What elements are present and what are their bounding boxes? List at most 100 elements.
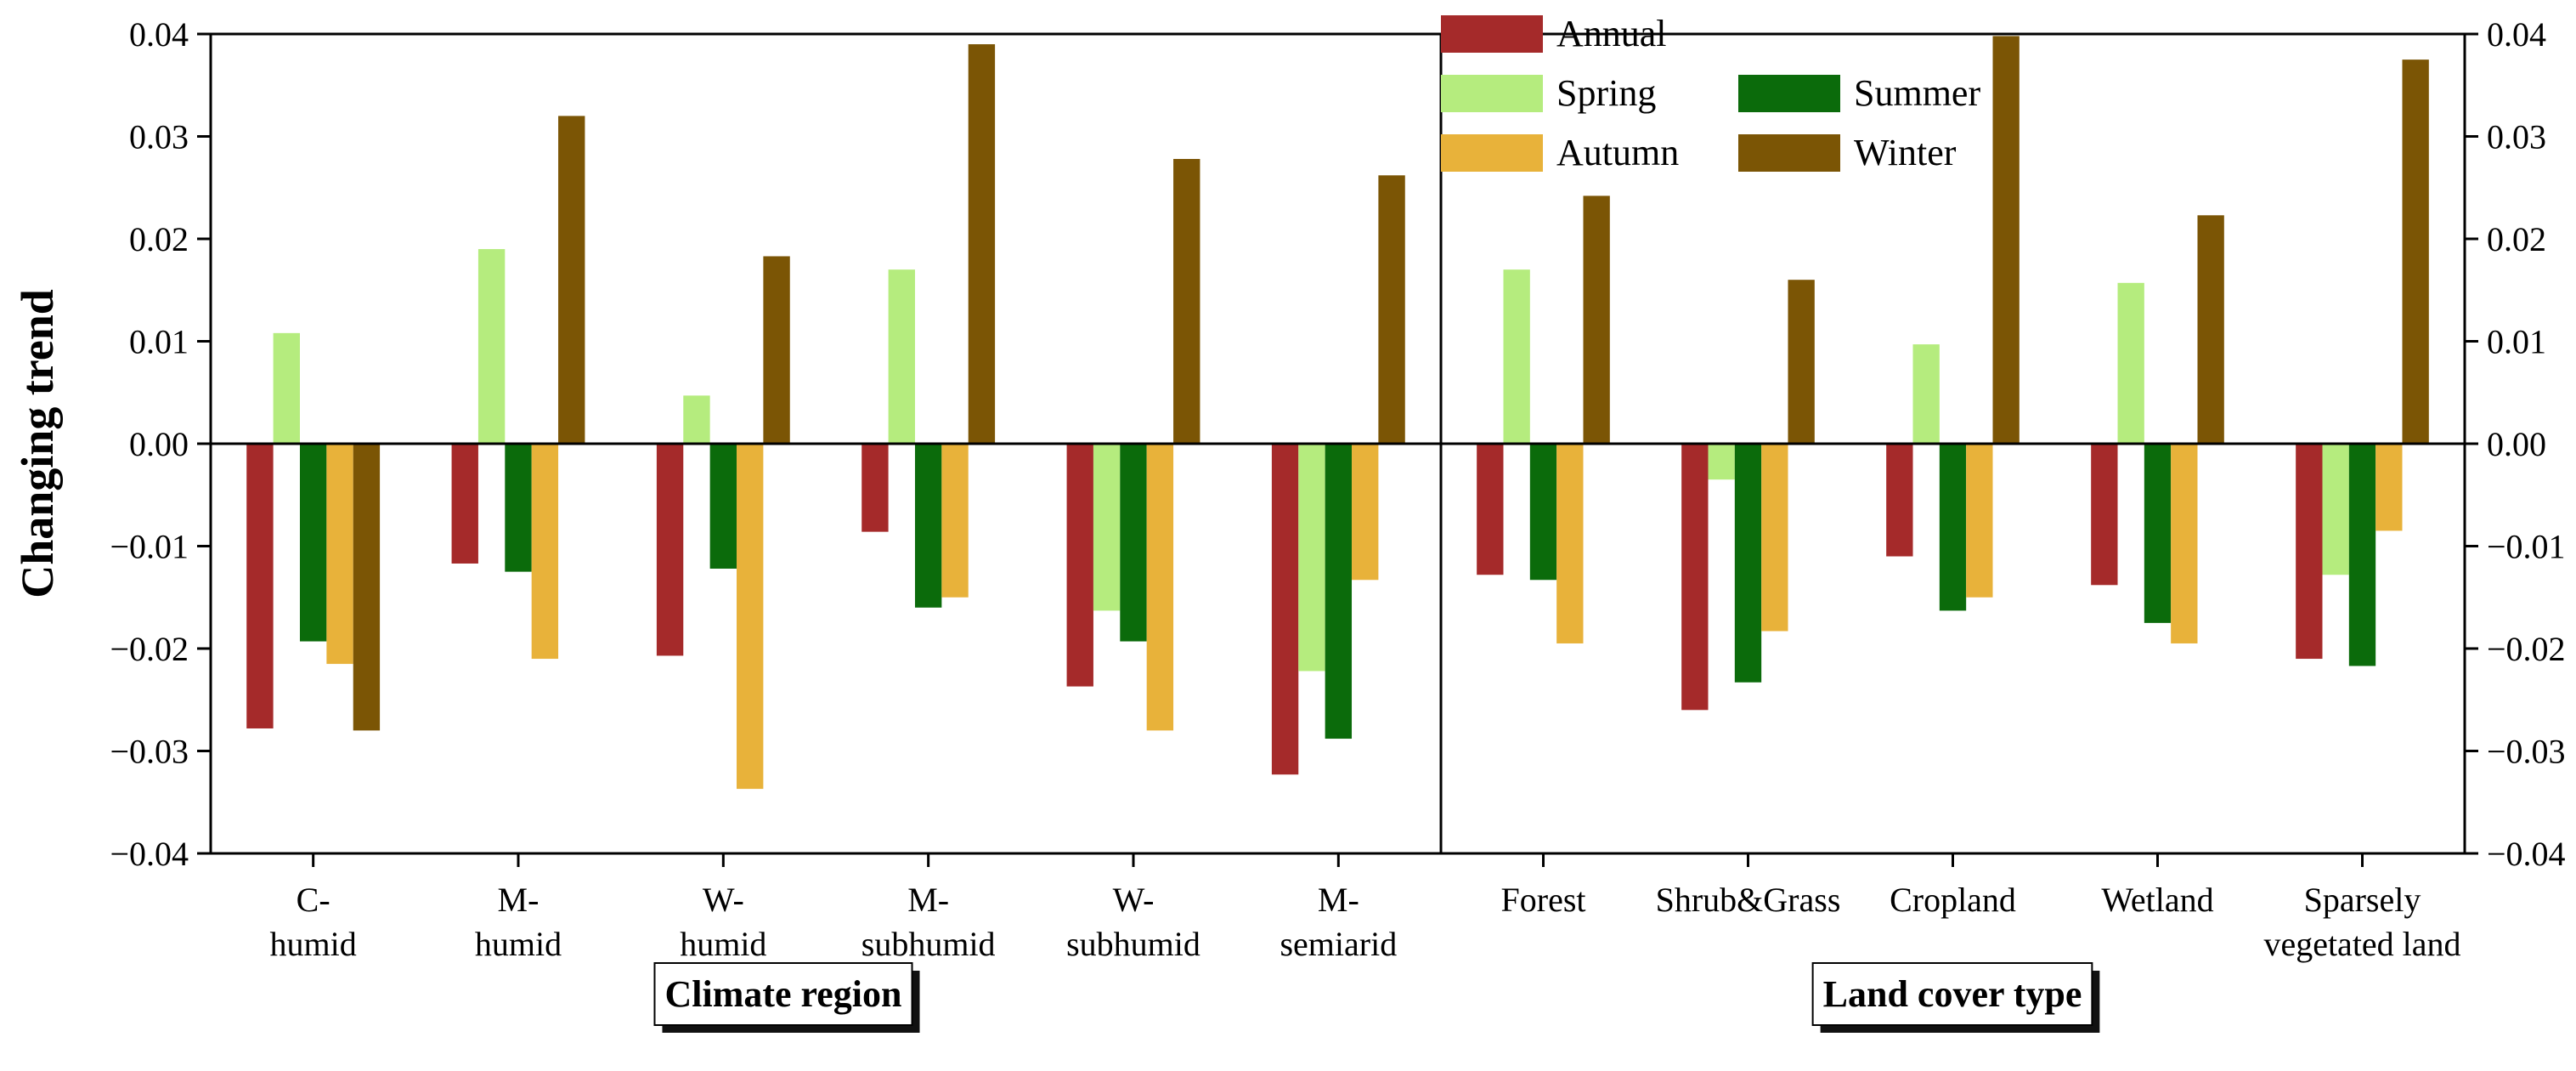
category-label: W- xyxy=(1113,881,1155,919)
bar-autumn-0-5 xyxy=(1352,444,1379,581)
bar-spring-0-3 xyxy=(888,269,915,444)
bar-winter-1-4 xyxy=(2402,60,2429,444)
bar-winter-0-2 xyxy=(763,256,790,444)
legend-swatch-autumn xyxy=(1441,134,1543,172)
category-label: humid xyxy=(270,925,357,963)
panel-title-box xyxy=(653,962,913,1026)
bar-winter-1-1 xyxy=(1788,280,1815,444)
bar-autumn-0-1 xyxy=(531,444,559,660)
bar-annual-1-1 xyxy=(1681,444,1709,711)
category-label: humid xyxy=(680,925,766,963)
bar-annual-0-4 xyxy=(1066,444,1093,687)
right-y-tick-label: −0.03 xyxy=(2487,733,2566,771)
bar-winter-0-5 xyxy=(1378,175,1405,445)
bar-spring-0-4 xyxy=(1093,444,1121,611)
category-label: subhumid xyxy=(861,925,996,963)
bar-spring-0-0 xyxy=(273,332,300,444)
left-y-tick-label: −0.01 xyxy=(110,528,189,566)
category-label: M- xyxy=(498,881,539,919)
panel-title: Land cover type xyxy=(1823,973,2082,1015)
bar-autumn-0-3 xyxy=(941,444,969,598)
legend-label-autumn: Autumn xyxy=(1556,132,1679,173)
bar-annual-1-3 xyxy=(2091,444,2118,586)
bar-spring-0-1 xyxy=(477,249,506,444)
bar-summer-1-0 xyxy=(1529,444,1557,581)
left-y-tick-label: 0.04 xyxy=(129,15,189,54)
bar-summer-0-1 xyxy=(505,444,532,572)
bar-autumn-0-2 xyxy=(737,444,764,790)
bar-winter-0-0 xyxy=(353,444,381,731)
legend-label-annual: Annual xyxy=(1556,13,1667,54)
right-y-tick-label: −0.01 xyxy=(2487,528,2566,566)
bar-summer-0-0 xyxy=(299,444,327,642)
category-label: W- xyxy=(703,881,744,919)
bar-spring-0-2 xyxy=(683,395,710,444)
bar-summer-1-2 xyxy=(1939,444,1967,611)
right-y-tick-label: 0.01 xyxy=(2487,323,2546,361)
left-y-tick-label: −0.04 xyxy=(110,835,189,873)
right-y-tick-label: 0.03 xyxy=(2487,118,2546,156)
bar-winter-1-3 xyxy=(2197,215,2224,444)
bar-autumn-1-1 xyxy=(1761,444,1788,632)
bar-summer-0-2 xyxy=(709,444,737,570)
left-y-tick-label: −0.02 xyxy=(110,630,189,668)
bar-autumn-1-0 xyxy=(1556,444,1584,643)
legend-swatch-annual xyxy=(1441,15,1543,53)
right-y-tick-label: 0.00 xyxy=(2487,425,2546,463)
bar-autumn-1-2 xyxy=(1966,444,1993,598)
bar-spring-1-1 xyxy=(1708,444,1735,480)
category-label: subhumid xyxy=(1066,925,1200,963)
category-label: Forest xyxy=(1501,881,1586,919)
bar-autumn-1-4 xyxy=(2375,444,2403,531)
left-y-tick-label: −0.03 xyxy=(110,733,189,771)
legend-swatch-spring xyxy=(1441,75,1543,112)
bar-summer-0-5 xyxy=(1325,444,1353,740)
right-y-tick-label: −0.04 xyxy=(2487,835,2566,873)
left-y-tick-label: 0.01 xyxy=(129,323,189,361)
right-y-tick-label: −0.02 xyxy=(2487,630,2566,668)
category-label: M- xyxy=(1318,881,1359,919)
bar-summer-0-4 xyxy=(1120,444,1147,642)
panel-title: Climate region xyxy=(664,973,901,1015)
bar-annual-0-5 xyxy=(1271,444,1299,775)
bar-summer-0-3 xyxy=(914,444,942,608)
bar-annual-1-2 xyxy=(1886,444,1913,557)
legend-label-winter: Winter xyxy=(1854,132,1957,173)
category-label: Shrub&Grass xyxy=(1656,881,1841,919)
bar-autumn-0-4 xyxy=(1146,444,1174,731)
right-y-tick-label: 0.02 xyxy=(2487,220,2546,258)
bar-annual-1-4 xyxy=(2296,444,2323,660)
category-label: semiarid xyxy=(1280,925,1397,963)
y-axis-label: Changing trend xyxy=(12,289,63,598)
bar-annual-0-2 xyxy=(656,444,684,656)
bar-winter-1-0 xyxy=(1583,196,1610,444)
legend-label-spring: Spring xyxy=(1556,72,1656,114)
legend-swatch-summer xyxy=(1738,75,1840,112)
bar-annual-0-3 xyxy=(861,444,889,532)
bar-annual-0-1 xyxy=(451,444,478,564)
category-label: C- xyxy=(297,881,330,919)
right-y-tick-label: 0.04 xyxy=(2487,15,2546,54)
bar-summer-1-1 xyxy=(1734,444,1762,683)
bar-winter-1-2 xyxy=(1992,36,2020,444)
category-label: M- xyxy=(907,881,949,919)
panel-title-box xyxy=(1811,962,2093,1026)
bar-spring-1-3 xyxy=(2117,282,2144,444)
legend-swatch-winter xyxy=(1738,134,1840,172)
bar-winter-0-3 xyxy=(968,44,996,445)
category-label: Cropland xyxy=(1890,881,2016,919)
category-label: vegetated land xyxy=(2263,925,2460,963)
bar-winter-0-4 xyxy=(1173,159,1200,444)
category-label: Sparsely xyxy=(2304,881,2421,919)
bar-annual-1-0 xyxy=(1477,444,1504,575)
bar-spring-1-4 xyxy=(2322,444,2349,575)
left-y-tick-label: 0.02 xyxy=(129,220,189,258)
bar-spring-1-2 xyxy=(1912,344,1940,444)
left-y-tick-label: 0.03 xyxy=(129,118,189,156)
bar-autumn-0-0 xyxy=(326,444,353,665)
bar-summer-1-4 xyxy=(2348,444,2376,666)
bar-annual-0-0 xyxy=(246,444,274,728)
category-label: humid xyxy=(475,925,562,963)
bar-summer-1-3 xyxy=(2144,444,2172,623)
